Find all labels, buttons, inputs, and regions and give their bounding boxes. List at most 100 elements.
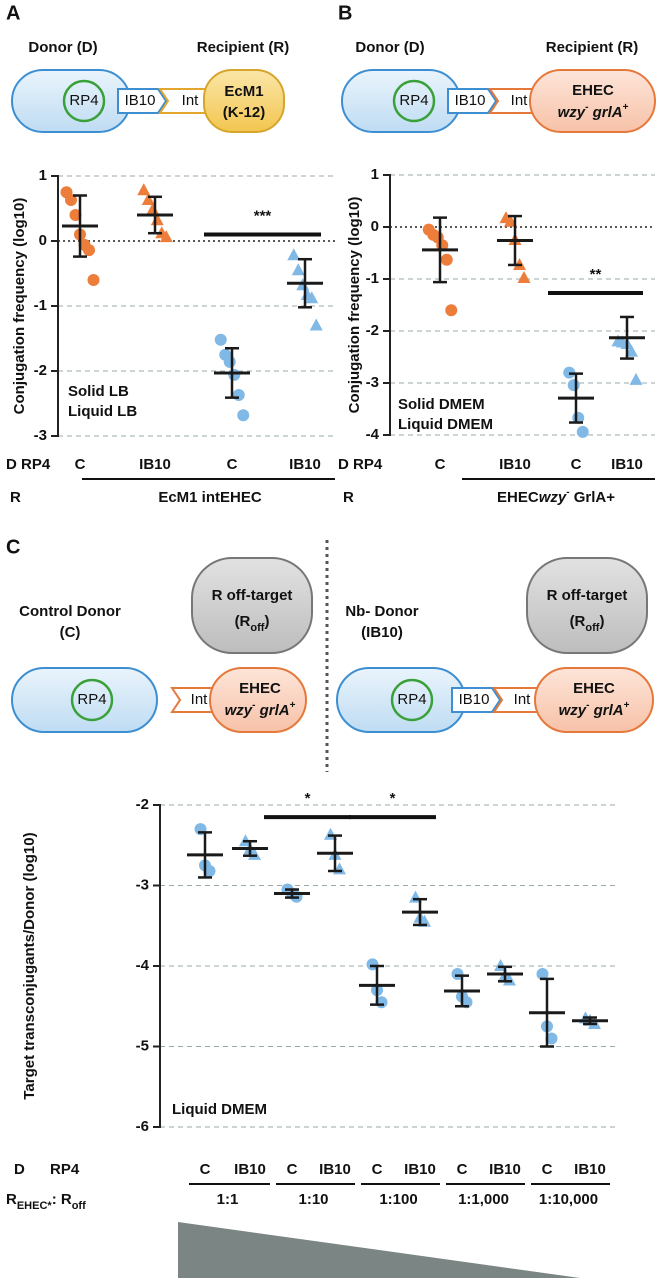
y-axis-title: Conjugation frequency (log10) (11, 198, 28, 415)
data-point (232, 389, 245, 402)
gene-sup: - (585, 102, 588, 113)
off-target-label: (Roff) (235, 613, 270, 634)
x-tick-label: C (542, 1161, 553, 1178)
off-target-label: R off-target (212, 587, 293, 604)
data-point (291, 263, 305, 276)
recipient-label: EcM1 intEHEC (158, 489, 262, 506)
ratio-label: 1:1 (217, 1191, 239, 1208)
row-label: D (14, 1161, 25, 1178)
legend-entry: Solid DMEM (398, 396, 485, 413)
data-point (287, 248, 301, 261)
x-tick-label: C (287, 1161, 298, 1178)
data-point (214, 333, 227, 346)
text-part: EHEC* (17, 1200, 53, 1212)
genotype: wzy- grlA+ (225, 700, 296, 719)
donor-title: Donor (D) (28, 39, 97, 56)
y-tick-label: -4 (136, 957, 150, 974)
y-tick-label: 0 (39, 232, 47, 249)
int-label: Int (182, 92, 200, 109)
legend-entry: Liquid DMEM (172, 1101, 267, 1118)
genotype: wzy- grlA+ (559, 700, 630, 719)
gene-sup: + (623, 102, 629, 113)
data-point (69, 209, 82, 221)
panel-label: C (6, 536, 20, 558)
gene: grlA (255, 702, 289, 719)
data-point (228, 368, 241, 381)
text-part: ) (264, 613, 269, 630)
row-label: D RP4 (338, 456, 383, 473)
donor-cell (11, 667, 158, 733)
recipient-cell (534, 667, 654, 733)
text-part: off (72, 1200, 86, 1212)
y-tick-label: 1 (39, 167, 47, 184)
donor-title: Donor (D) (355, 39, 424, 56)
x-tick-label: IB10 (289, 456, 321, 473)
gene: wzy (558, 104, 586, 121)
off-target-label: R off-target (547, 587, 628, 604)
significance-label: * (390, 790, 396, 807)
int-box (488, 88, 537, 114)
y-tick-label: -5 (136, 1037, 149, 1054)
y-tick-label: -4 (366, 426, 380, 443)
nb-box (447, 88, 498, 114)
data-point (440, 253, 453, 266)
cell-label: EcM1 (224, 83, 263, 100)
recipient-title: Recipient (R) (546, 39, 639, 56)
x-tick-label: C (457, 1161, 468, 1178)
text-part: EHEC (497, 489, 539, 506)
plasmid (70, 678, 114, 722)
data-point (83, 244, 95, 257)
ratio-label: 1:10 (298, 1191, 328, 1208)
y-axis-title: Conjugation frequency (log10) (346, 197, 363, 414)
data-point (567, 379, 580, 392)
x-tick-label: C (571, 456, 582, 473)
nb-box (117, 88, 168, 114)
legend-entry: Liquid DMEM (398, 416, 493, 433)
x-tick-label: IB10 (234, 1161, 266, 1178)
y-tick-label: -2 (34, 362, 47, 379)
ratio-label: 1:10,000 (539, 1191, 598, 1208)
ratio-label: 1:100 (379, 1191, 417, 1208)
genotype: wzy- grlA+ (558, 102, 629, 121)
off-target-label: (Roff) (570, 613, 605, 634)
data-point (237, 409, 250, 422)
legend-entry: Liquid LB (68, 403, 137, 420)
ratio-gradient (178, 1222, 580, 1278)
legend-entry: Solid LB (68, 383, 129, 400)
data-point (536, 968, 549, 981)
text-part: ) (599, 613, 604, 630)
x-tick-label: IB10 (139, 456, 171, 473)
row-label: RP4 (50, 1161, 80, 1178)
text-part: (R (570, 613, 586, 630)
gene: wzy (559, 702, 587, 719)
cell-label: EHEC (572, 82, 614, 99)
data-point (137, 183, 151, 196)
y-tick-label: -3 (366, 374, 379, 391)
plasmid (390, 678, 434, 722)
data-point (517, 270, 531, 283)
recipient-cell (209, 667, 307, 733)
donor-title: Control Donor (19, 603, 121, 620)
cell-label: EHEC (573, 680, 615, 697)
x-tick-label: C (227, 456, 238, 473)
plasmid (62, 79, 106, 123)
x-tick-label: IB10 (404, 1161, 436, 1178)
x-tick-label: IB10 (611, 456, 643, 473)
data-point (159, 230, 173, 243)
nb-label: IB10 (459, 691, 490, 708)
donor-title: (IB10) (361, 624, 403, 641)
y-tick-label: -1 (34, 297, 47, 314)
y-tick-label: 1 (371, 166, 379, 183)
data-point (203, 865, 216, 878)
data-point (309, 318, 323, 331)
text-part: - (566, 487, 569, 498)
x-tick-label: C (372, 1161, 383, 1178)
nb-label: IB10 (125, 92, 156, 109)
data-point (629, 372, 643, 385)
row-label: R (343, 489, 354, 506)
text-sub: off (250, 622, 264, 634)
gene-sup: - (586, 700, 589, 711)
cell-label: (K-12) (223, 104, 266, 121)
data-point (366, 958, 379, 971)
